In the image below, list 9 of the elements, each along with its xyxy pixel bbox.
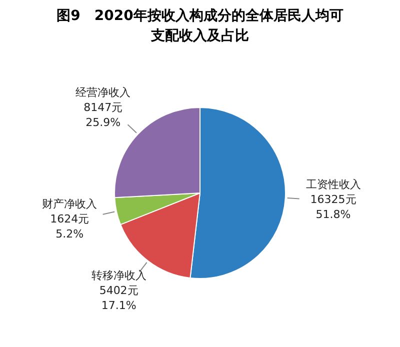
slice-label: 转移净收入: [91, 268, 146, 282]
data-label: 8147元 25.9%: [84, 100, 123, 129]
slice-label: 经营净收入: [76, 86, 131, 99]
chart-title: 图9 2020年按收入构成分的全体居民人均可支配收入及占比: [56, 7, 344, 46]
data-label: 1624元 5.2%: [50, 212, 90, 240]
slice-label: 工资性收入: [306, 178, 361, 191]
data-label: 16325元 51.8%: [310, 192, 356, 221]
data-label: 5402元 17.1%: [99, 284, 138, 312]
slice-label: 财产净收入: [42, 197, 98, 210]
